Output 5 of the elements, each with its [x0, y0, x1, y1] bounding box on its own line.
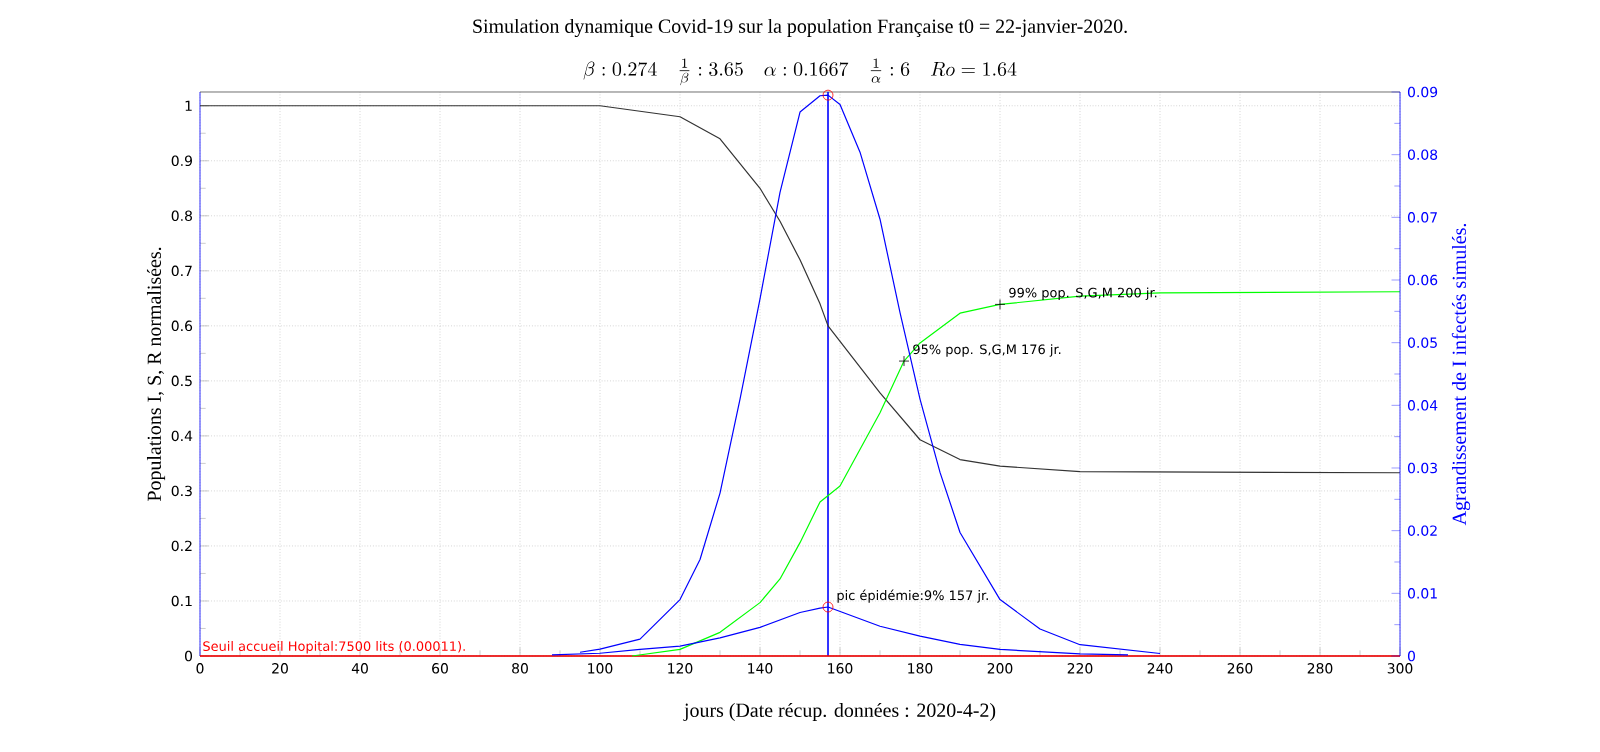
y2-axis-title: Agrandissement de I infectés simulés.	[1451, 223, 1471, 526]
chart-title: Simulation dynamique Covid-19 sur la population Française t0 = 22-janvier-2020.	[473, 18, 1127, 38]
y-axis-title: Populations I, S, R normalisées.	[146, 247, 166, 502]
chart-subtitle: $\beta : 0.274 \quad \frac{1}{\beta} : 3.65 \quad \alpha : 0.1667 \quad \frac{1}{\alpha} : 6 \quad Ro = 1.64$	[583, 58, 1017, 86]
x-axis-title: jours (Date récup. données : 2020-4-2)	[683, 702, 996, 722]
